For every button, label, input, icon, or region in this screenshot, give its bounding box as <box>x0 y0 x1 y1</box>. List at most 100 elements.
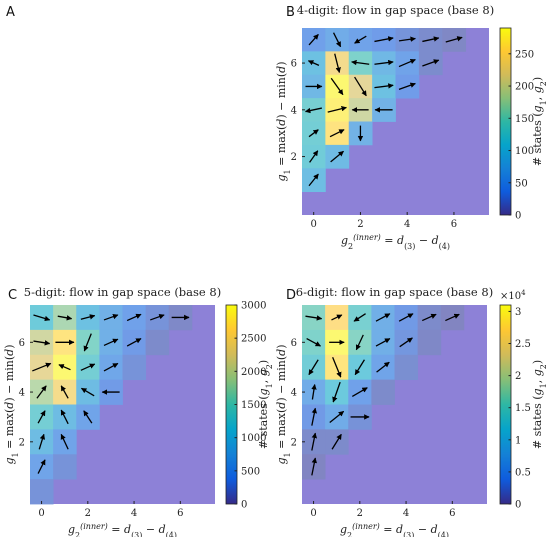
x-tick-label: 0 <box>38 508 44 519</box>
flow-arrow <box>58 364 71 371</box>
x-tick-label: 4 <box>131 508 137 519</box>
x-axis-label: g2(inner) = d(3) − d(4) <box>340 522 449 537</box>
flow-arrow <box>332 356 342 378</box>
flow-arrow <box>374 36 394 43</box>
x-axis-label: g2(inner) = d(3) − d(4) <box>68 522 177 537</box>
colorbar: 0 500 1000 1500 2000 2500 3000 # states (g1, g2… <box>225 301 274 511</box>
x-tick-label: 4 <box>404 219 410 230</box>
colorbar-tick-label: 50 <box>515 178 528 189</box>
colorbar-tick-label: 0 <box>241 500 247 511</box>
flow-arrow <box>308 129 319 138</box>
flow-arrow <box>311 384 317 400</box>
colorbar-tick-label: 2 <box>515 371 521 382</box>
heatmap-cell <box>145 329 170 356</box>
y-tick-label: 6 <box>291 59 297 70</box>
colorbar-label: # states (g1, g2) <box>257 360 274 449</box>
flow-arrow <box>331 433 342 450</box>
flow-arrow <box>60 385 69 399</box>
heatmap-cell <box>417 329 442 356</box>
x-tick-label: 0 <box>310 508 316 519</box>
colorbar-label: # states (g1, g2) <box>531 77 548 166</box>
flow-arrow <box>150 314 165 321</box>
x-tick-label: 2 <box>357 508 363 519</box>
flow-arrow <box>354 76 367 97</box>
flow-arrow <box>309 150 319 163</box>
flow-arrow <box>306 338 321 347</box>
flow-arrow <box>83 333 92 352</box>
colorbar-gradient <box>500 28 511 215</box>
heatmap-cell <box>30 479 54 505</box>
chart-title: 5-digit: flow in gap space (base 8) <box>24 285 221 299</box>
flow-arrow <box>421 313 437 322</box>
flow-arrow <box>307 60 320 66</box>
colorbar-tick-label: 1000 <box>241 433 266 444</box>
y-tick-label: 6 <box>19 338 25 349</box>
colorbar-tick-label: 500 <box>241 466 260 477</box>
flow-arrow <box>311 457 318 476</box>
flow-arrow <box>375 313 391 322</box>
flow-arrow <box>355 334 364 351</box>
y-tick-label: 6 <box>291 338 297 349</box>
y-tick-label: 4 <box>19 388 25 399</box>
colorbar-tick-label: 150 <box>515 114 534 125</box>
flow-arrow <box>327 106 347 113</box>
y-axis-label: g1 = max(d) − min(d) <box>275 344 292 464</box>
x-tick-label: 0 <box>311 219 317 230</box>
flow-arrow <box>329 129 345 138</box>
flow-arrow <box>83 410 93 424</box>
flow-arrow <box>399 337 413 348</box>
flow-arrow <box>445 313 460 322</box>
flow-arrow <box>57 315 73 321</box>
panel-label: B <box>286 5 295 20</box>
chart-title: 4-digit: flow in gap space (base 8) <box>297 3 494 17</box>
colorbar-frame <box>499 27 512 216</box>
flow-arrow <box>311 407 318 426</box>
flow-arrow <box>398 36 416 42</box>
colorbar-tick-label: 2000 <box>241 367 266 378</box>
flow-arrow <box>38 433 46 450</box>
y-tick-label: 2 <box>291 152 297 163</box>
y-axis-label: g1 = max(d) − min(d) <box>275 61 292 181</box>
flow-arrow <box>330 77 344 96</box>
flow-arrow <box>351 59 370 66</box>
flow-arrow <box>422 36 440 43</box>
flow-arrow <box>126 313 142 322</box>
flow-arrow <box>334 53 341 73</box>
panel-d: D 6-digit: flow in gap space (base 8) 0 2 4 6… <box>275 285 548 537</box>
flow-arrow <box>80 314 96 320</box>
flow-arrow <box>308 173 319 187</box>
flow-arrow <box>103 314 119 321</box>
colorbar: 0 50 100 150 200 250 # states (g1, g2) <box>499 27 548 222</box>
colorbar-tick-label: 100 <box>515 146 534 157</box>
heatmap-cell <box>122 354 147 381</box>
flow-arrow <box>332 381 341 403</box>
colorbar-tick-label: 0 <box>515 500 521 511</box>
flow-arrow <box>351 387 368 397</box>
flow-arrow <box>375 338 391 347</box>
flow-arrow <box>354 35 367 44</box>
flow-arrow <box>308 33 319 46</box>
flow-arrow <box>32 362 52 372</box>
flow-arrow <box>36 385 47 399</box>
flow-arrow <box>37 459 46 474</box>
heatmap-cell <box>371 379 395 405</box>
x-tick-label: 2 <box>357 219 363 230</box>
colorbar-multiplier: ×104 <box>500 289 526 302</box>
flow-arrow <box>33 314 51 322</box>
colorbar-label: # states (g1, g2) <box>531 360 548 449</box>
panel-label: C <box>8 288 17 303</box>
flow-arrow <box>311 432 318 451</box>
flow-arrow <box>398 313 414 322</box>
panel-b: B 4-digit: flow in gap space (base 8) 0 2 4 6… <box>275 3 548 251</box>
panel-c: C 5-digit: flow in gap space (base 8) 0 2 4 6… <box>3 285 274 537</box>
colorbar-tick-label: 1 <box>515 435 521 446</box>
flow-arrow <box>374 83 394 89</box>
flow-arrow <box>80 363 96 371</box>
flow-arrow <box>398 82 416 90</box>
flow-arrow <box>374 59 394 66</box>
heatmap-cell <box>394 354 419 381</box>
colorbar-tick-label: 3000 <box>241 301 266 312</box>
colorbar-tick-label: 2500 <box>241 334 266 345</box>
flow-arrow <box>33 340 51 346</box>
